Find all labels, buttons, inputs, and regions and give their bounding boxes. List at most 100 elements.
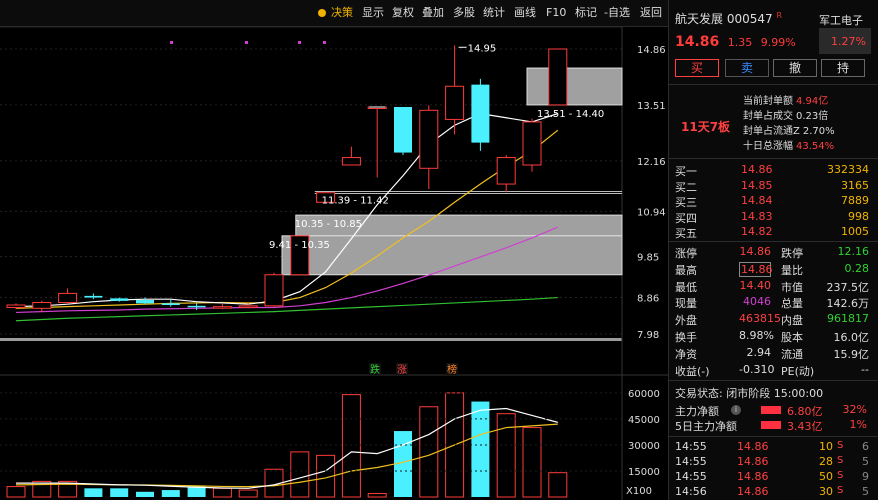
kline-chart[interactable]: 13.51 - 14.40 11.39 - 11.42 10.35 - 10.85 9… [0,26,668,500]
orderbook-price[interactable]: 14.86 [741,163,773,176]
seal-label: 当前封单额 [743,96,793,107]
candle-body [187,305,206,308]
candle-body [471,84,490,143]
seal-row: 十日总涨幅 43.54% [743,137,834,152]
main-flow-row: 主力净额 i 6.80亿 32% [675,403,873,418]
quote-value: -- [861,362,869,376]
orderbook-label: 买三 [675,196,697,209]
tick-row: 14:55 14.86 50 S 9 [675,470,873,485]
seal-value: 2.70% [802,126,835,137]
marker-bg [396,363,408,375]
high-annotation: 14.95 [468,43,497,54]
orderbook-price[interactable]: 14.84 [741,194,773,207]
orderbook-row[interactable]: 买五 14.82 1005 [675,225,873,240]
orderbook-label: 买二 [675,180,697,194]
candle-body [548,48,568,106]
quote-row: 现量 4046 总量 142.6万 [675,295,873,310]
volume-tick-label: 15000 [628,467,660,478]
quote-label: 跌停 [781,247,803,260]
volume-unit: X100 [626,486,652,497]
price-tick-label: 10.94 [637,207,666,218]
tick-volume: 10 [819,440,833,453]
toolbar-back[interactable]: 返回 [640,6,662,19]
quote-row: 收益(-) -0.310 PE(动) -- [675,363,873,378]
tick-count: 5 [862,455,869,468]
toolbar-stats[interactable]: 统计 [483,6,505,19]
quote-value: 14.86 [739,245,772,258]
volume-bar [264,468,284,498]
toolbar-mark[interactable]: 标记 [575,6,597,19]
orderbook-price[interactable]: 14.85 [741,178,773,192]
quote-row: 净资 2.94 流通 15.9亿 [675,346,873,361]
price-change-pct: 9.99% [760,36,796,49]
price-tick-label: 13.51 [637,101,666,112]
quote-value: 4046 [743,295,771,309]
toolbar-f10[interactable]: F10 [546,6,567,19]
orderbook-volume: 7889 [841,194,869,207]
volume-bar [212,487,232,498]
tick-time: 14:55 [675,440,707,453]
orderbook-price[interactable]: 14.82 [741,225,773,238]
flow-value: 3.43亿 [787,420,823,433]
sector-name[interactable]: 军工电子 [819,14,863,27]
signal-dot [170,41,173,44]
candle-body [419,109,439,169]
flow-bar [761,406,781,414]
orderbook-row[interactable]: 买四 14.83 998 [675,210,873,225]
quote-label: 收益(-) [675,364,710,378]
signal-dot [298,41,301,44]
price-tick-label: 12.16 [637,157,666,168]
divider [669,84,878,85]
seal-label: 封单占流通Z [743,126,800,137]
kline-chart-svg[interactable]: 13.51 - 14.40 11.39 - 11.42 10.35 - 10.85 9… [0,26,668,500]
orderbook-row[interactable]: 买一 14.86 332334 [675,163,873,178]
quote-value: 2.94 [746,345,772,359]
info-icon[interactable]: i [731,405,741,415]
zone-label: 10.35 - 10.85 [295,219,362,230]
candle-body [290,235,310,276]
ma60-line [15,296,558,322]
ma5-line [15,113,558,308]
tick-time: 14:55 [675,455,707,468]
tick-row: 14:55 14.86 28 S 5 [675,455,873,470]
holdings-button[interactable]: 持 [821,59,865,77]
toolbar-draw[interactable]: 画线 [514,6,536,19]
flow-label: 5日主力净额 [675,420,737,433]
volume-bar [548,472,568,498]
cancel-order-button[interactable]: 撤 [773,59,817,77]
quote-label: 最低 [675,280,697,294]
volume-bar [110,488,129,497]
toolbar-adjust[interactable]: 复权 [392,6,414,19]
sector-box[interactable] [819,28,871,54]
volume-bar [367,493,387,498]
chart-toolbar: 决策 显示 复权 叠加 多股 统计 画线 F10 标记 -自选 返回 [0,0,668,27]
candle-body [238,305,258,308]
price-tick-label: 8.86 [637,294,659,305]
toolbar-display[interactable]: 显示 [362,6,384,19]
orderbook-row[interactable]: 买三 14.84 7889 [675,194,873,209]
tick-price: 14.86 [737,470,769,483]
buy-button[interactable]: 买 [675,59,719,77]
stock-title: 航天发展 000547 R [675,10,782,27]
toolbar-decision[interactable]: 决策 [331,6,353,19]
orderbook-row[interactable]: 买二 14.85 3165 [675,179,873,194]
quote-value: 14.86 [739,261,773,277]
toolbar-multi[interactable]: 多股 [453,6,475,19]
seal-row: 当前封单额 4.94亿 [743,92,828,107]
candle-body [522,121,542,166]
volume-bar [522,427,542,498]
toolbar-remove-watch[interactable]: -自选 [604,6,630,19]
orderbook-price[interactable]: 14.83 [741,209,773,223]
tick-price: 14.86 [737,440,769,453]
quote-value: 463815 [739,312,781,326]
tick-price: 14.86 [737,485,769,498]
tick-count: 5 [862,485,869,498]
tick-volume: 30 [819,485,833,498]
candle-body [264,274,284,307]
quote-row: 最高 14.86 量比 0.28 [675,261,873,277]
volume-bar [290,451,310,498]
sell-button[interactable]: 卖 [725,59,769,77]
toolbar-overlay[interactable]: 叠加 [422,6,444,19]
stock-code: 000547 [726,12,773,26]
candle-body [394,106,412,153]
